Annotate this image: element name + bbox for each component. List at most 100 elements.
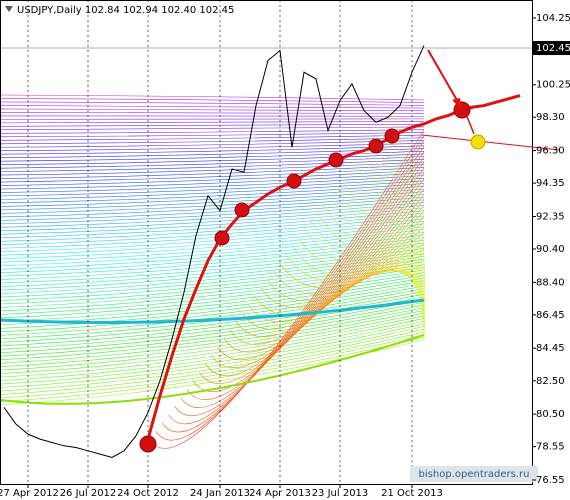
y-tick-label: 104.25	[536, 13, 570, 24]
y-tick-label: 80.50	[536, 409, 565, 420]
watermark: bishop.opentraders.ru	[419, 469, 530, 480]
fan-line	[297, 236, 425, 275]
y-tick-label: 78.55	[536, 442, 565, 453]
trend-marker	[214, 230, 230, 246]
fan-line	[180, 156, 425, 408]
fan-line	[0, 161, 425, 176]
fan-line	[0, 269, 425, 315]
fan-line	[365, 143, 425, 319]
fan-line	[352, 160, 425, 308]
fan-line	[266, 232, 425, 301]
fan-line	[211, 183, 425, 369]
fan-line	[0, 328, 425, 392]
y-tick-label: 82.50	[536, 376, 565, 387]
fan	[0, 94, 426, 449]
last-price-box	[533, 41, 570, 56]
arrow-head	[452, 98, 462, 110]
fan-line	[303, 228, 425, 272]
fan-line	[0, 229, 425, 263]
fan-line	[0, 172, 425, 190]
fan-line	[0, 142, 425, 152]
fan-line	[0, 283, 425, 333]
x-tick-label: 24 Oct 2012	[117, 488, 179, 499]
fan-line	[389, 109, 426, 341]
fan-line	[223, 194, 425, 353]
fan-line	[260, 226, 425, 308]
fan-line	[0, 293, 425, 347]
fan-line	[0, 299, 425, 354]
fan-line	[0, 310, 425, 367]
arrow	[465, 113, 475, 135]
trend-marker	[384, 128, 400, 144]
plot-border	[0, 0, 533, 485]
trend-marker	[368, 138, 384, 154]
fan-line	[0, 188, 425, 211]
fan-line	[0, 196, 425, 221]
fan-line	[0, 94, 425, 101]
fan-line	[0, 153, 425, 165]
fan-line	[0, 164, 425, 179]
fan-line	[0, 272, 425, 319]
fan-line	[0, 180, 425, 200]
fan-line	[0, 159, 425, 172]
fan-line	[0, 145, 425, 155]
trend-marker	[234, 202, 250, 218]
y-tick-label: 98.30	[536, 112, 565, 123]
x-tick-label: 24 Apr 2013	[249, 488, 311, 499]
fan-line	[0, 175, 425, 193]
trend-marker	[286, 173, 302, 189]
fan-line	[0, 264, 425, 308]
x-tick-label: 27 Apr 2012	[0, 488, 59, 499]
fan-line	[0, 207, 425, 235]
grid	[0, 0, 532, 484]
y-tick-label: 96.30	[536, 146, 565, 157]
fan-line	[0, 226, 425, 260]
fan-line	[205, 178, 425, 376]
x-tick-label: 26 Jul 2012	[60, 488, 117, 499]
y-tick-label: 90.40	[536, 244, 565, 255]
fan-line	[0, 334, 425, 405]
fan-line	[0, 101, 425, 106]
fan-line	[0, 253, 425, 294]
fan-line	[0, 183, 425, 204]
fan-line	[0, 210, 425, 239]
fan-line	[0, 320, 425, 381]
fan-line	[0, 315, 425, 374]
fan-line	[217, 189, 425, 361]
fan-line	[0, 140, 425, 148]
target-point	[470, 134, 486, 150]
fan-line	[0, 298, 425, 324]
fan-line	[0, 256, 425, 298]
y-tick-label: 92.35	[536, 211, 565, 222]
fan-line	[0, 199, 425, 225]
fan-line	[0, 285, 425, 336]
y-tick-label: 100.25	[536, 80, 570, 91]
fan-line	[0, 337, 425, 402]
x-tick-label: 21 Oct 2013	[381, 488, 443, 499]
fan-line	[0, 134, 425, 141]
fan-line	[0, 258, 425, 301]
fan-line	[272, 237, 425, 295]
fan-line	[0, 245, 425, 284]
fan-line	[0, 137, 425, 145]
fan-line	[0, 291, 425, 343]
fan-line	[0, 169, 425, 186]
fan-line	[0, 132, 425, 138]
fan-line	[0, 150, 425, 162]
y-tick-label: 94.35	[536, 178, 565, 189]
fan-line	[0, 307, 425, 364]
fan-line	[0, 215, 425, 246]
fan-line	[377, 126, 425, 330]
fan-line	[0, 118, 425, 120]
fan-line	[0, 326, 425, 388]
fan-line	[0, 334, 425, 399]
fan-line	[0, 331, 425, 395]
fan-line	[0, 167, 425, 183]
arrow	[427, 49, 459, 103]
fan-line	[346, 169, 425, 303]
fan-line	[0, 204, 425, 232]
fan-line	[0, 301, 425, 357]
fan-line	[278, 242, 425, 289]
